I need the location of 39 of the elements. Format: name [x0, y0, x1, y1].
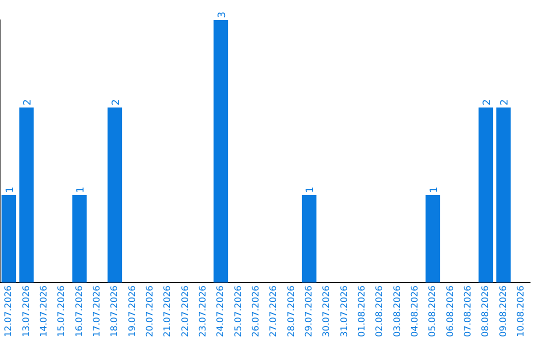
x-tick-label: 07.08.2026	[464, 285, 474, 337]
x-tick-label: 21.07.2026	[163, 285, 174, 337]
x-tick-label: 25.07.2026	[234, 285, 244, 337]
data-label: 2	[500, 99, 510, 106]
x-tick-label: 20.07.2026	[146, 285, 156, 337]
x-tick-label: 10.08.2026	[516, 285, 527, 337]
x-tick-label: 02.08.2026	[375, 285, 386, 337]
data-label: 1	[305, 186, 316, 193]
x-tick-label: 19.07.2026	[128, 285, 138, 337]
x-tick-label: 04.08.2026	[410, 285, 421, 337]
x-tick-label: 17.07.2026	[92, 285, 103, 337]
x-tick-label: 18.07.2026	[110, 285, 120, 337]
data-label: 1	[428, 186, 440, 193]
data-label: 3	[216, 12, 228, 18]
x-tick-label: 06.08.2026	[446, 285, 456, 337]
x-tick-label: 30.07.2026	[322, 285, 332, 337]
x-tick-label: 12.07.2026	[4, 285, 14, 337]
x-tick-label: 31.07.2026	[340, 285, 350, 337]
x-tick-label: 16.07.2026	[74, 285, 85, 337]
x-tick-label: 05.08.2026	[428, 285, 438, 337]
data-label: 2	[110, 99, 122, 106]
data-label: 1	[4, 186, 16, 193]
x-tick-label: 23.07.2026	[198, 285, 209, 337]
x-tick-label: 27.07.2026	[269, 285, 280, 337]
data-label: 2	[482, 99, 493, 106]
x-tick-label: 14.07.2026	[40, 285, 50, 337]
x-tick-label: 26.07.2026	[252, 285, 262, 337]
x-tick-label: 28.07.2026	[286, 285, 297, 337]
x-tick-label: 09.08.2026	[498, 285, 509, 337]
x-tick-label: 24.07.2026	[216, 285, 226, 337]
x-tick-label: 01.08.2026	[358, 285, 368, 337]
x-tick-label: 29.07.2026	[304, 285, 315, 337]
data-label: 1	[76, 186, 86, 193]
x-tick-label: 13.07.2026	[22, 285, 32, 337]
data-label: 2	[22, 99, 34, 106]
x-tick-label: 03.08.2026	[392, 285, 403, 337]
x-tick-label: 22.07.2026	[180, 285, 191, 337]
x-tick-label: 08.08.2026	[481, 285, 492, 337]
x-tick-label: 15.07.2026	[57, 285, 68, 337]
